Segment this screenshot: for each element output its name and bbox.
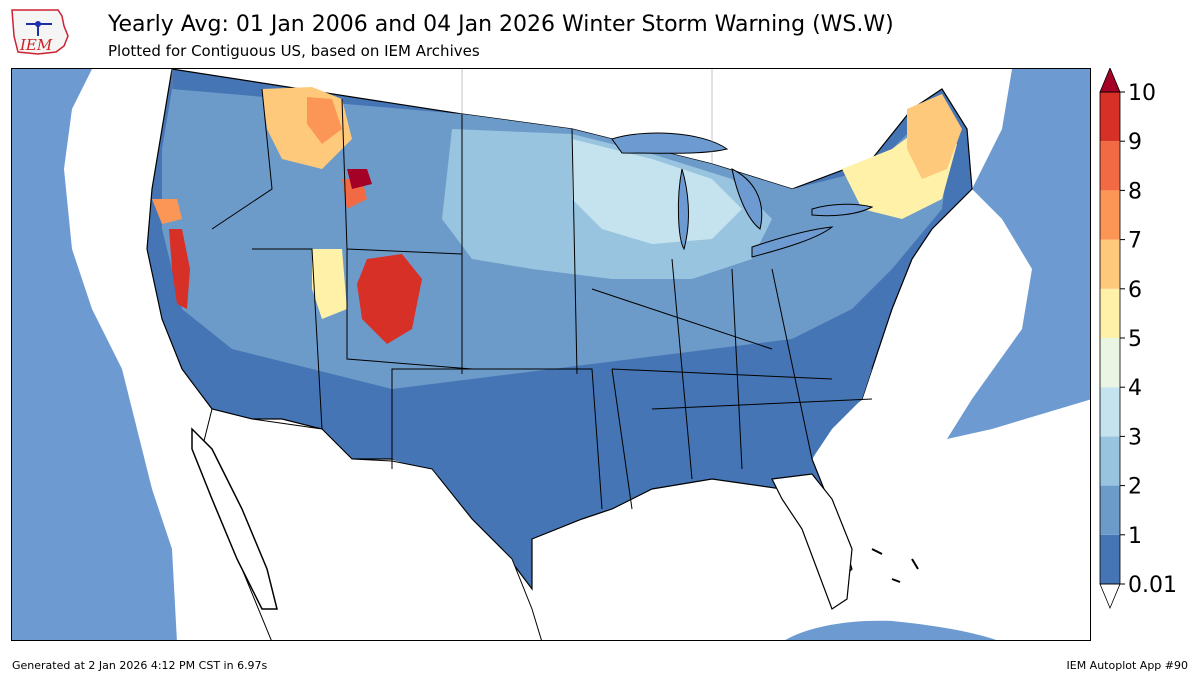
colorbar-bin-8 — [1100, 141, 1120, 191]
caribbean-water — [785, 620, 997, 640]
colorbar-label-9: 9 — [1128, 130, 1142, 155]
bahamas — [871, 548, 919, 583]
map-svg — [12, 69, 1090, 640]
colorbar-bin-0 — [1100, 534, 1120, 584]
colorbar: 0.01 1 2 3 4 5 6 7 8 9 10 — [1099, 68, 1177, 610]
colorbar-bin-5 — [1100, 288, 1120, 338]
region-montana-orange — [307, 97, 342, 144]
logo-text: IEM — [19, 36, 53, 54]
lake-ontario — [811, 203, 874, 217]
region-maine — [907, 94, 962, 179]
colorbar-label-2: 2 — [1128, 475, 1142, 500]
colorbar-label-3: 3 — [1128, 425, 1142, 450]
lake-michigan — [677, 168, 689, 251]
generated-timestamp: Generated at 2 Jan 2026 4:12 PM CST in 6… — [12, 659, 268, 672]
region-oregon-orange — [152, 199, 182, 224]
lake-erie — [751, 226, 834, 258]
map-subtitle: Plotted for Contiguous US, based on IEM … — [108, 42, 480, 60]
colorbar-bin-9 — [1100, 92, 1120, 142]
lake-superior — [611, 132, 729, 154]
colorbar-bin-1 — [1100, 485, 1120, 535]
colorbar-over-arrow — [1099, 68, 1121, 93]
florida — [771, 473, 853, 610]
colorbar-bin-7 — [1100, 190, 1120, 240]
colorbar-bin-6 — [1100, 239, 1120, 289]
colorbar-label-8: 8 — [1128, 179, 1142, 204]
region-colorado-red — [357, 254, 422, 344]
lake-huron — [731, 168, 763, 230]
colorbar-bin-4 — [1100, 338, 1120, 388]
iem-logo: IEM — [11, 9, 69, 55]
region-utah-yellow — [312, 249, 347, 319]
colorbar-label-7: 7 — [1128, 229, 1142, 254]
colorbar-label-1: 1 — [1128, 524, 1142, 549]
colorbar-label-5: 5 — [1128, 327, 1142, 352]
colorbar-label-0: 0.01 — [1128, 573, 1177, 598]
choropleth-map — [11, 68, 1091, 641]
atlantic-ocean — [947, 69, 1090, 439]
colorbar-under-arrow — [1099, 583, 1121, 610]
region-3-4-lakes — [572, 139, 742, 244]
app-name: IEM Autoplot App #90 — [1066, 659, 1189, 672]
region-sierra-red — [169, 229, 190, 309]
canada-lines — [171, 69, 713, 164]
colorbar-label-4: 4 — [1128, 376, 1142, 401]
region-yellowstone — [347, 169, 372, 189]
pacific-ocean — [12, 69, 177, 640]
map-title: Yearly Avg: 01 Jan 2006 and 04 Jan 2026 … — [108, 12, 894, 37]
colorbar-label-6: 6 — [1128, 278, 1142, 303]
colorbar-bin-3 — [1100, 387, 1120, 437]
colorbar-label-10: 10 — [1128, 81, 1156, 106]
colorbar-bin-2 — [1100, 436, 1120, 486]
state-borders — [211, 88, 873, 510]
baja-california — [191, 427, 278, 610]
